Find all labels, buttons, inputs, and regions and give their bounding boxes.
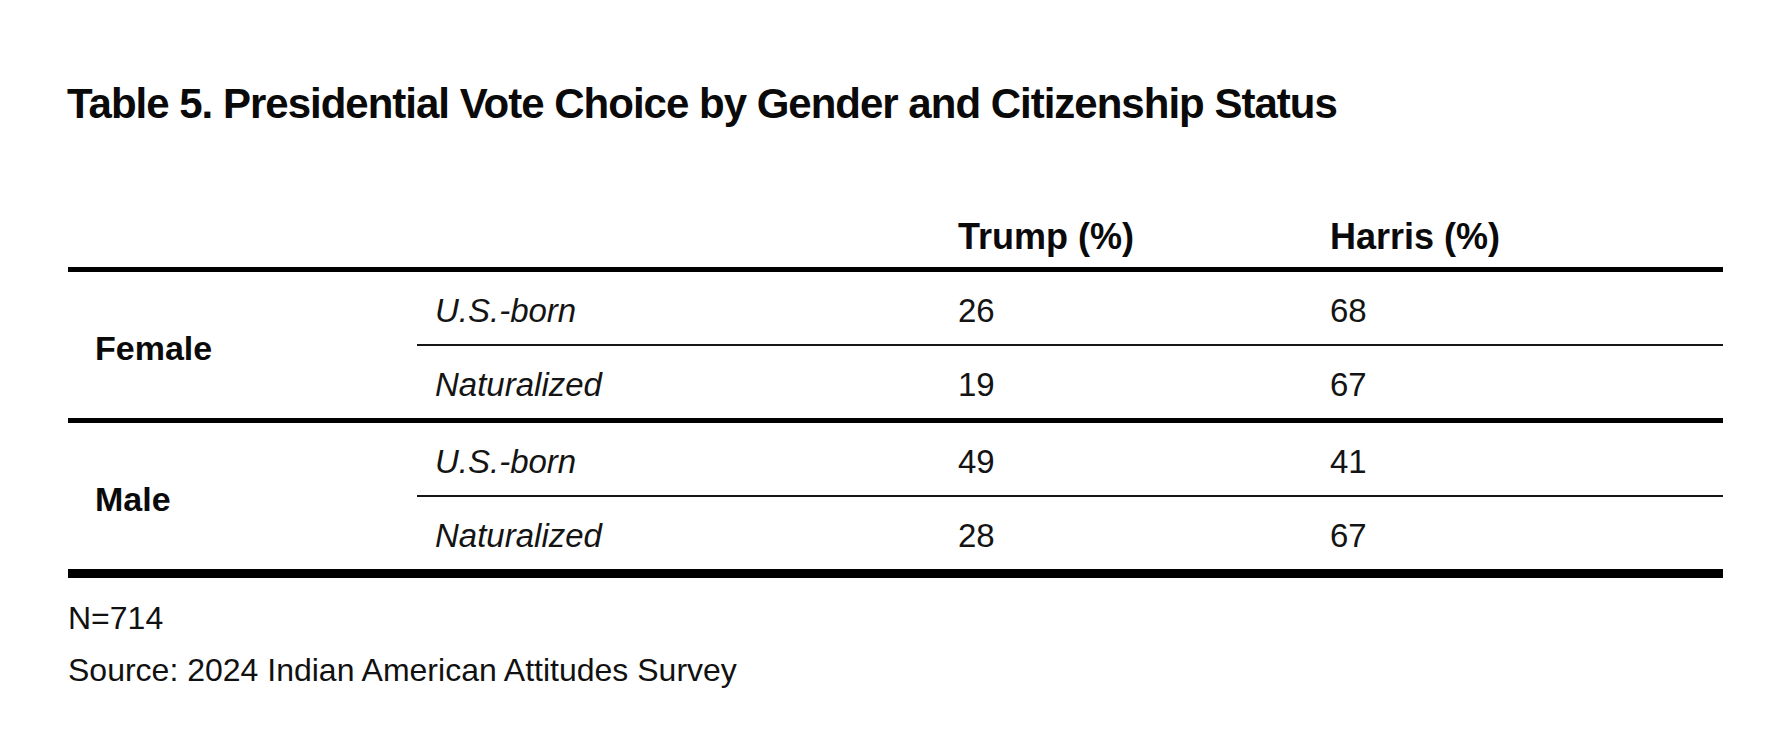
value-male-naturalized-harris: 67 xyxy=(1310,496,1723,574)
data-table-container: Trump (%) Harris (%) Female U.S.-born 26… xyxy=(68,204,1723,578)
vote-choice-table: Trump (%) Harris (%) Female U.S.-born 26… xyxy=(68,204,1723,578)
value-male-naturalized-trump: 28 xyxy=(940,496,1310,574)
row-label-naturalized: Naturalized xyxy=(417,496,940,574)
value-female-naturalized-trump: 19 xyxy=(940,345,1310,421)
source-note: Source: 2024 Indian American Attitudes S… xyxy=(68,652,737,689)
sample-size-note: N=714 xyxy=(68,600,163,637)
row-group-label-female: Female xyxy=(68,270,417,421)
header-row: Trump (%) Harris (%) xyxy=(68,204,1723,270)
row-label-usborn: U.S.-born xyxy=(417,421,940,497)
header-empty-citizenship xyxy=(417,204,940,270)
table-row-male-usborn: Male U.S.-born 49 41 xyxy=(68,421,1723,497)
row-label-usborn: U.S.-born xyxy=(417,270,940,346)
value-male-usborn-harris: 41 xyxy=(1310,421,1723,497)
table-figure: Table 5. Presidential Vote Choice by Gen… xyxy=(0,0,1771,741)
row-group-label-male: Male xyxy=(68,421,417,574)
column-header-harris: Harris (%) xyxy=(1310,204,1723,270)
row-label-naturalized: Naturalized xyxy=(417,345,940,421)
value-female-usborn-harris: 68 xyxy=(1310,270,1723,346)
column-header-trump: Trump (%) xyxy=(940,204,1310,270)
value-female-usborn-trump: 26 xyxy=(940,270,1310,346)
header-empty-gender xyxy=(68,204,417,270)
value-female-naturalized-harris: 67 xyxy=(1310,345,1723,421)
table-row-female-usborn: Female U.S.-born 26 68 xyxy=(68,270,1723,346)
value-male-usborn-trump: 49 xyxy=(940,421,1310,497)
table-title: Table 5. Presidential Vote Choice by Gen… xyxy=(67,80,1337,128)
